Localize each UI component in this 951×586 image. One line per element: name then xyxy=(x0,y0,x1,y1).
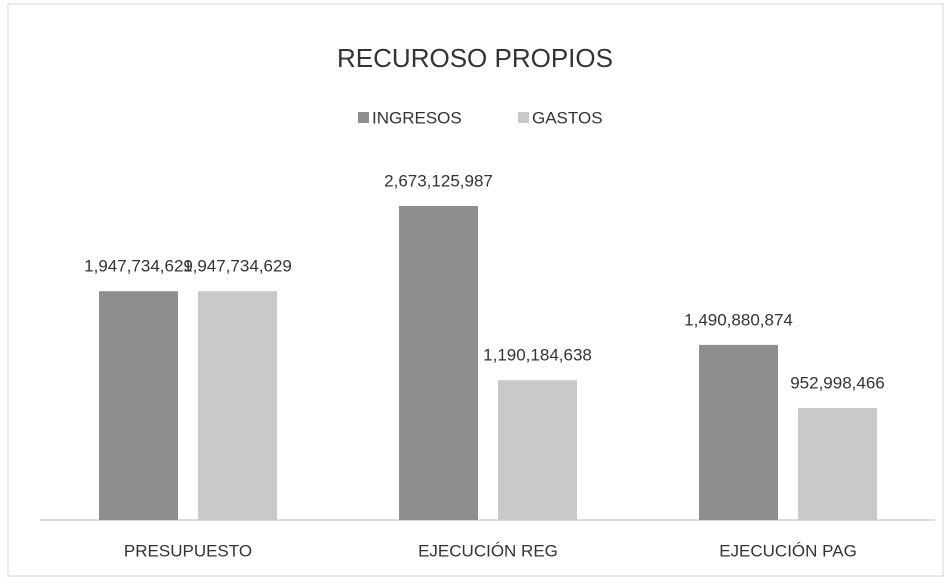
legend-label: INGRESOS xyxy=(372,108,462,127)
chart-title: RECUROSO PROPIOS xyxy=(337,43,613,73)
legend-swatch xyxy=(358,112,369,123)
data-label: 952,998,466 xyxy=(790,374,885,393)
data-label: 1,947,734,629 xyxy=(183,257,292,276)
data-label: 2,673,125,987 xyxy=(384,171,493,190)
x-tick-label: EJECUCIÓN PAG xyxy=(719,541,857,560)
bar xyxy=(198,291,277,520)
legend-swatch xyxy=(518,112,529,123)
bar xyxy=(399,206,478,520)
legend-label: GASTOS xyxy=(532,108,603,127)
x-tick-label: PRESUPUESTO xyxy=(124,541,252,560)
bar xyxy=(699,344,778,520)
bar xyxy=(498,380,577,520)
data-label: 1,947,734,629 xyxy=(84,257,193,276)
data-label: 1,190,184,638 xyxy=(483,346,592,365)
bar xyxy=(798,408,877,520)
x-tick-label: EJECUCIÓN REG xyxy=(418,541,558,560)
data-label: 1,490,880,874 xyxy=(684,310,793,329)
bar xyxy=(99,291,178,520)
